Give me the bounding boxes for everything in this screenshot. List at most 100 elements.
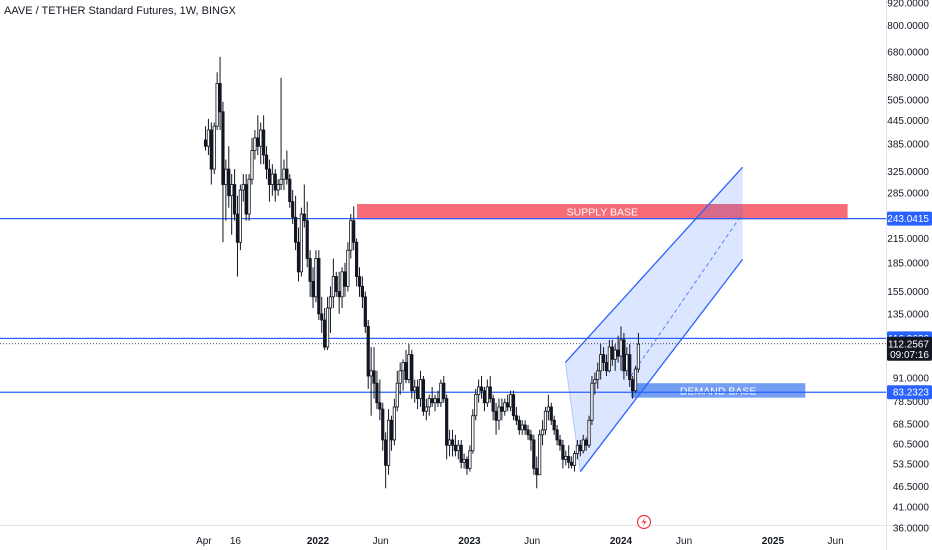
candle-body — [244, 184, 248, 215]
candle-down — [622, 332, 626, 380]
candle-down — [535, 456, 539, 489]
y-tick-label: 53.5000 — [893, 459, 930, 470]
candle-body — [302, 213, 306, 222]
candle-up — [340, 267, 344, 308]
candle-body — [508, 394, 513, 408]
candle-body — [279, 178, 283, 185]
candle-down — [317, 250, 321, 320]
candle-up — [497, 398, 501, 430]
candle-body — [491, 398, 495, 412]
candle-down — [235, 195, 240, 277]
candle-up — [471, 409, 475, 454]
candle-body — [549, 406, 553, 421]
candle-body — [282, 168, 286, 180]
y-tick-label: 155.0000 — [887, 287, 929, 298]
candle-body — [270, 173, 274, 185]
candle-body — [520, 424, 524, 431]
candle-up — [398, 362, 402, 395]
candle-down — [526, 424, 530, 440]
demand-zone-label: DEMAND BASE — [680, 385, 756, 397]
channel-fill — [565, 167, 743, 472]
candle-body — [514, 415, 519, 421]
candle-body — [535, 468, 539, 476]
candle-down — [578, 439, 582, 457]
candle-body — [416, 386, 420, 400]
candle-body — [479, 386, 484, 392]
candle-body — [317, 258, 321, 315]
candle-body — [262, 129, 266, 156]
candle-down — [450, 429, 455, 457]
candle-up — [395, 370, 399, 412]
candle-down — [221, 101, 225, 243]
candle-down — [442, 376, 446, 403]
demand-zone[interactable]: DEMAND BASE — [630, 383, 806, 398]
time-axis[interactable]: Apr 16 2022 Jun 2023 Jun 2024 Jun 2025 Jun — [196, 536, 844, 547]
candle-body — [334, 276, 338, 292]
candle-body — [564, 456, 568, 460]
candle-body — [462, 458, 466, 463]
y-tick-label: 215.0000 — [887, 234, 929, 245]
candle-down — [232, 169, 237, 221]
candle-up — [447, 429, 452, 457]
level-price-tag-text: 83.2323 — [893, 388, 930, 399]
candle-body — [340, 271, 344, 298]
candle-up — [386, 409, 391, 475]
candle-body — [523, 424, 527, 431]
candle-body — [572, 453, 577, 466]
parallel-channel[interactable] — [564, 166, 744, 472]
y-tick-label: 185.0000 — [887, 258, 929, 269]
candle-up — [282, 159, 286, 191]
candle-up — [331, 258, 335, 308]
countdown-text: 09:07:16 — [890, 350, 929, 361]
candle-body — [418, 379, 423, 400]
candle-down — [264, 146, 269, 180]
candle-body — [215, 83, 219, 127]
candle-body — [590, 382, 594, 421]
candle-down — [355, 238, 359, 287]
candle-up — [433, 394, 437, 412]
candle-down — [352, 206, 356, 251]
channel-upper-line[interactable] — [564, 166, 744, 363]
candle-down — [267, 159, 272, 202]
candle-up — [349, 214, 353, 259]
candle-up — [413, 379, 417, 403]
candle-up — [276, 179, 280, 196]
candle-body — [407, 354, 411, 380]
candle-up — [546, 394, 550, 421]
demand-zone-rect[interactable] — [630, 383, 806, 398]
supply-zone-rect[interactable] — [357, 204, 848, 220]
candle-body — [601, 354, 606, 363]
candle-body — [401, 362, 405, 372]
event-flag-icon[interactable] — [636, 514, 652, 530]
candle-up — [238, 184, 242, 251]
candle-down — [549, 402, 553, 425]
candle-up — [424, 398, 428, 421]
candle-down — [430, 386, 434, 407]
channel-lower-line[interactable] — [579, 258, 744, 472]
candle-up — [392, 398, 396, 446]
candle-up — [636, 332, 641, 373]
candle-up — [462, 453, 466, 469]
candle-up — [230, 174, 234, 235]
candle-body — [503, 402, 507, 412]
candle-body — [581, 439, 585, 452]
candles-layer — [203, 56, 641, 489]
zones-layer: SUPPLY BASE DEMAND BASE — [357, 204, 848, 398]
horizontal-levels[interactable] — [0, 217, 886, 393]
x-tick-label: 2025 — [762, 536, 785, 547]
candle-down — [610, 339, 614, 366]
chart-title: AAVE / TETHER Standard Futures, 1W, BING… — [4, 5, 236, 17]
supply-zone[interactable]: SUPPLY BASE — [357, 204, 848, 220]
candle-body — [203, 139, 208, 147]
candle-up — [407, 344, 411, 384]
candle-body — [235, 213, 240, 243]
candle-up — [206, 118, 211, 155]
candle-up — [607, 339, 611, 373]
candle-down — [334, 271, 338, 297]
price-axis[interactable]: 920.0000 800.0000 680.0000 580.0000 505.0000… — [887, 0, 932, 535]
candle-up — [590, 376, 594, 425]
candle-body — [604, 362, 609, 372]
candle-down — [453, 434, 457, 457]
